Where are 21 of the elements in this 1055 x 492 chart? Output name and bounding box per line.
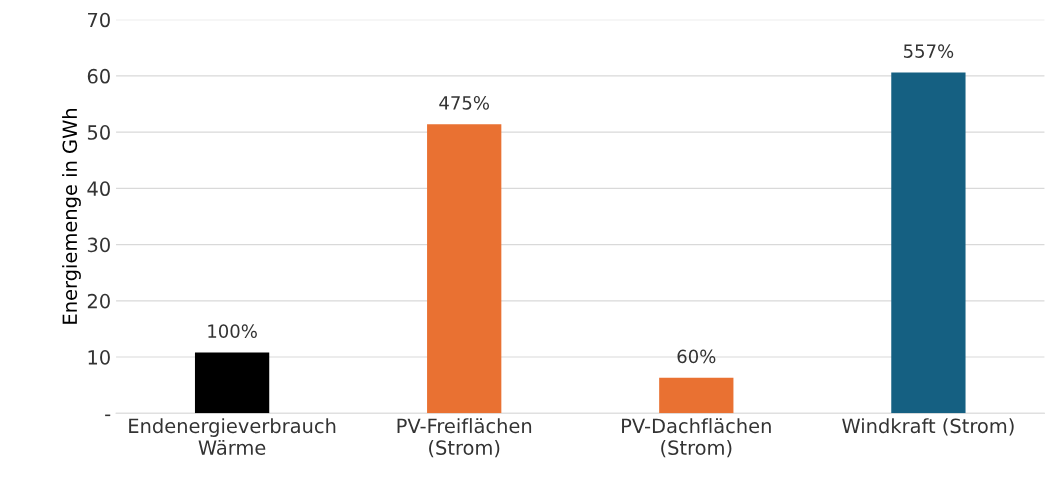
- y-tick-label: 10: [88, 350, 110, 365]
- annotation: 557%: [903, 44, 954, 58]
- bar: [891, 72, 966, 414]
- y-tick-label: 60: [87, 68, 110, 84]
- x-tick-label: PV-Freiflächen (Strom): [397, 418, 532, 458]
- y-tick-label: -: [105, 414, 111, 417]
- bar: [427, 124, 502, 414]
- x-tick-label: Windkraft (Strom): [842, 418, 1014, 436]
- y-tick-label: 70: [88, 12, 110, 28]
- y-tick-label: 20: [87, 293, 110, 309]
- annotation: 475%: [439, 96, 490, 110]
- y-tick-label: 40: [87, 181, 110, 197]
- annotation: 60%: [677, 349, 716, 364]
- bar: [194, 352, 270, 414]
- y-axis-title: Energiemenge in GWh: [62, 109, 81, 324]
- x-tick-label: Endenergieverbrauch Wärme: [129, 418, 336, 455]
- y-tick-label: 30: [87, 237, 110, 253]
- x-tick-label: PV-Dachflächen (Strom): [622, 418, 771, 458]
- bar: [659, 377, 734, 414]
- y-tick-label: 50: [87, 125, 110, 140]
- annotation: 100%: [208, 324, 257, 338]
